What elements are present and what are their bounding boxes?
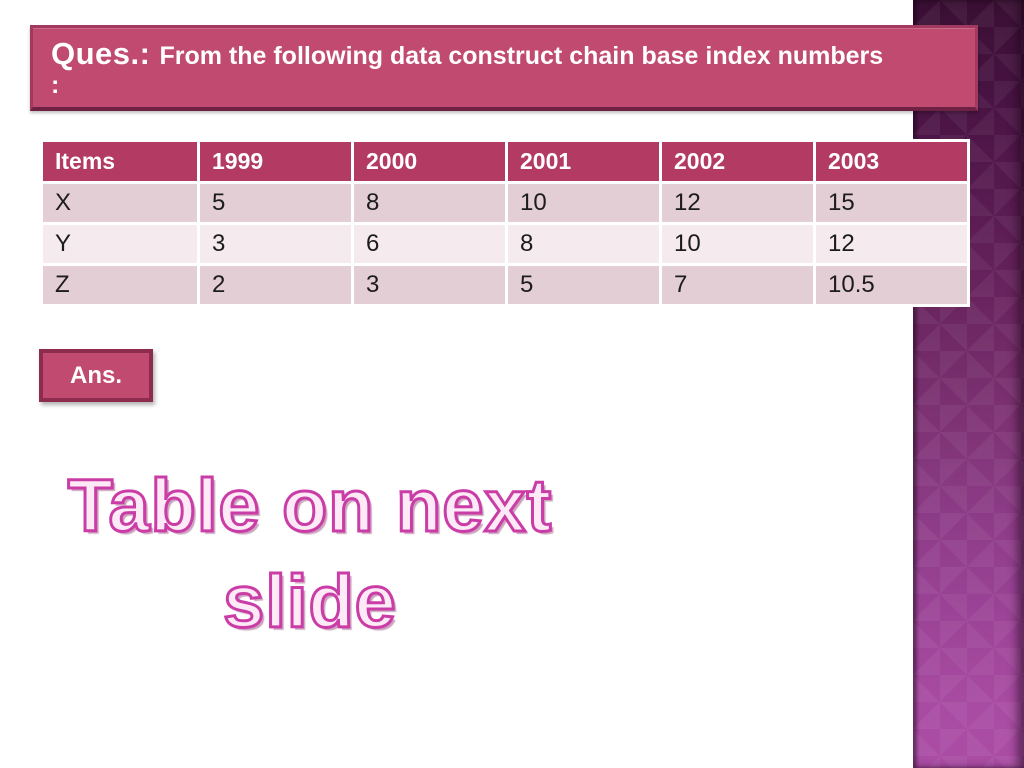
table-header-2000: 2000 — [351, 139, 508, 184]
table-cell: 8 — [505, 222, 662, 266]
table-header-1999: 1999 — [197, 139, 354, 184]
table-header-items: Items — [40, 139, 200, 184]
table-row-z: Z 2 3 5 7 10.5 — [40, 263, 970, 307]
right-accent-panel — [913, 0, 1024, 768]
answer-button[interactable]: Ans. — [39, 349, 153, 402]
data-table: Items 1999 2000 2001 2002 2003 X 5 8 10 … — [40, 139, 970, 307]
table-header-2002: 2002 — [659, 139, 816, 184]
table-cell: Z — [40, 263, 200, 307]
table-cell: 10 — [659, 222, 816, 266]
table-header-2001: 2001 — [505, 139, 662, 184]
table-cell: X — [40, 181, 200, 225]
question-banner: Ques.: From the following data construct … — [30, 25, 978, 111]
table-cell: 12 — [813, 222, 970, 266]
wordart-line1: Table on next — [66, 463, 553, 549]
table-cell: 5 — [505, 263, 662, 307]
table-cell: 2 — [197, 263, 354, 307]
wordart-line2: slide — [222, 559, 398, 645]
table-row-y: Y 3 6 8 10 12 — [40, 222, 970, 266]
table-cell: 10 — [505, 181, 662, 225]
table-cell: 5 — [197, 181, 354, 225]
table-cell: 7 — [659, 263, 816, 307]
table-cell: 3 — [351, 263, 508, 307]
wordart-title: Table on next slide — [20, 458, 600, 650]
question-prefix: Ques.: — [51, 36, 151, 71]
table-cell: 15 — [813, 181, 970, 225]
question-text: From the following data construct chain … — [159, 42, 884, 70]
table-cell: 10.5 — [813, 263, 970, 307]
table-cell: Y — [40, 222, 200, 266]
table-cell: 12 — [659, 181, 816, 225]
table-cell: 6 — [351, 222, 508, 266]
table-header-row: Items 1999 2000 2001 2002 2003 — [40, 139, 970, 184]
question-line2: : — [51, 71, 60, 99]
question-line1: Ques.: From the following data construct … — [51, 36, 959, 72]
table-cell: 3 — [197, 222, 354, 266]
table-row-x: X 5 8 10 12 15 — [40, 181, 970, 225]
table-header-2003: 2003 — [813, 139, 970, 184]
table-cell: 8 — [351, 181, 508, 225]
